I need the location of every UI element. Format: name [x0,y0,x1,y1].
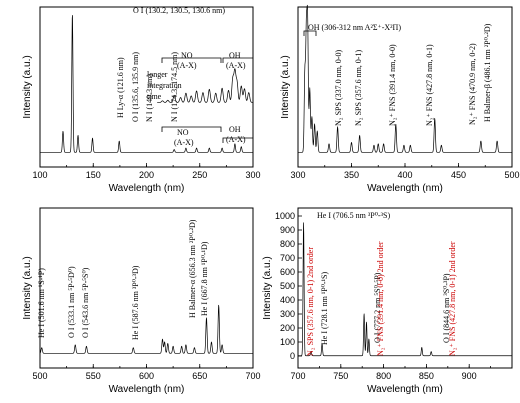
x-axis-label: Wavelength (nm) [109,384,185,395]
plot-frame [297,207,513,369]
x-tick-label: 850 [419,371,434,381]
y-tick-label: 300 [280,309,295,319]
peak-annotation: O I (543.6 nm ⁵P-⁵S⁰) [81,267,90,338]
bracket-oh-lower [222,137,253,143]
spectrum-line [297,4,513,153]
peak-annotation: O I (777.2 nm ⁵S⁰-⁵P) [373,272,382,343]
peak-annotation: OH (306-312 nm A²Σ⁺-X²Π) [308,23,401,32]
peak-annotation: N₂⁺ FNS (391.4 nm, 0-0) [388,44,397,126]
peak-annotation: NO [177,128,189,137]
peak-annotation: O I (135.6, 135.9 nm) [131,52,140,122]
y-axis-label: Intensity (a.u.) [262,256,273,319]
bracket-oh-upper [222,57,253,63]
chart-panel-4: 700 750 800 850 900 Wavelength (nm) Intensity … [262,207,513,395]
x-axis-label: Wavelength (nm) [109,183,185,194]
bracket-oh [303,30,317,36]
peak-annotation: OH [229,51,241,60]
y-axis-label: Intensity (a.u.) [22,55,33,118]
x-tick-label: 550 [86,371,101,381]
peak-annotation: (A-X) [174,138,194,147]
peak-annotation: N I (174.3, 174.5 nm) [170,52,179,122]
peak-annotation: H Balmer-α (656.3 nm ²P⁰-²D) [188,219,197,318]
peak-annotation: NO [181,51,193,60]
y-tick-label: 100 [280,337,295,347]
x-tick-label: 150 [86,170,101,180]
peak-annotation: He I (667.8 nm ¹P⁰-¹D) [200,241,209,316]
x-tick-label: 200 [139,170,154,180]
peak-annotation: O I (844.6 nm ³S⁰-³P) [442,273,451,343]
x-tick-label: 500 [32,371,47,381]
peak-annotation: O I (130.2, 130.5, 130.6 nm) [133,6,225,15]
x-tick-label: 800 [376,371,391,381]
y-tick-label: 500 [280,281,295,291]
peak-annotation: N₂⁺ FNS (470.9 nm, 0-2) [468,43,477,125]
chart-panel-3: 500 550 600 650 700 Wavelength (nm) Intensity … [22,207,261,395]
peak-annotation: integration [147,81,182,90]
bracket-no-upper [161,57,222,63]
peak-annotation: N₂ SPS (357.6 nm, 0-1) [354,50,363,126]
peak-annotation: time [147,92,162,101]
x-tick-label: 650 [192,371,207,381]
x-tick-label: 450 [451,170,466,180]
peak-annotation: (A-X) [226,61,246,70]
peak-annotation: He I (587.6 nm ³P⁰-³D) [131,265,140,340]
x-tick-label: 300 [245,170,260,180]
spectrum-line [39,304,254,354]
peak-annotation: longer [147,70,168,79]
x-tick-label: 750 [333,371,348,381]
y-tick-label: 600 [280,267,295,277]
peak-annotation: He I (501.6 nm ¹S-¹P) [37,268,46,338]
y-tick-label: 400 [280,295,295,305]
x-tick-label: 100 [32,170,47,180]
peak-annotation: N₂⁺ FNS (391.4 nm, 0-0) 2nd order [376,241,385,356]
x-tick-label: 350 [344,170,359,180]
peak-annotation: N₂⁺ FNS (427.8 nm, 0-1) 2nd order [448,241,457,356]
x-tick-label: 250 [192,170,207,180]
y-tick-label: 0 [290,351,295,361]
y-tick-label: 700 [280,253,295,263]
y-tick-label: 900 [280,225,295,235]
chart-panel-1: 100 150 200 250 300 Wavelength (nm) Intensity … [22,6,261,194]
x-tick-label: 600 [139,371,154,381]
peak-annotation: H Ly-α (121.6 nm) [116,57,125,118]
peak-annotation: N₂ SPS (357.6 nm, 0-1) 2nd order [306,247,315,356]
chart-panel-2: 300 350 400 450 500 Wavelength (nm) Intensity … [280,4,520,194]
y-tick-label: 800 [280,239,295,249]
peak-annotation: He I (706.5 nm ³P⁰-³S) [317,211,390,220]
y-tick-label: 200 [280,323,295,333]
peak-annotation: O I (533.1 nm ⁵P-⁵D⁰) [67,266,76,338]
y-tick-label: 1000 [275,211,295,221]
spectrum-line-inset [157,68,254,103]
x-tick-label: 300 [290,170,305,180]
y-axis-label: Intensity (a.u.) [22,256,33,319]
peak-annotation: N₂ SPS (337.0 nm, 0-0) [334,50,343,126]
x-axis-label: Wavelength (nm) [367,183,443,194]
peak-annotation: He I (728.1 nm ¹P⁰-¹S) [320,272,329,345]
spectrum-line [39,15,254,153]
x-axis-label: Wavelength (nm) [367,384,443,395]
spectrum-line [297,222,513,357]
x-tick-label: 700 [290,371,305,381]
peak-annotation: (A-X) [226,135,246,144]
peak-annotation: N₂⁺ FNS (427.8 nm, 0-1) [425,44,434,126]
peak-annotation: OH [229,125,241,134]
x-tick-label: 700 [245,371,260,381]
x-tick-label: 400 [397,170,412,180]
peak-annotation: H Balmer-β (486.1 nm ²P⁰-²D) [483,23,492,122]
bracket-no-lower [161,126,222,132]
x-tick-label: 900 [462,371,477,381]
peak-annotation: (A-X) [177,61,197,70]
y-axis-label: Intensity (a.u.) [280,55,291,118]
peak-annotation: N I (149.3 nm) [145,74,154,122]
x-tick-label: 500 [504,170,519,180]
